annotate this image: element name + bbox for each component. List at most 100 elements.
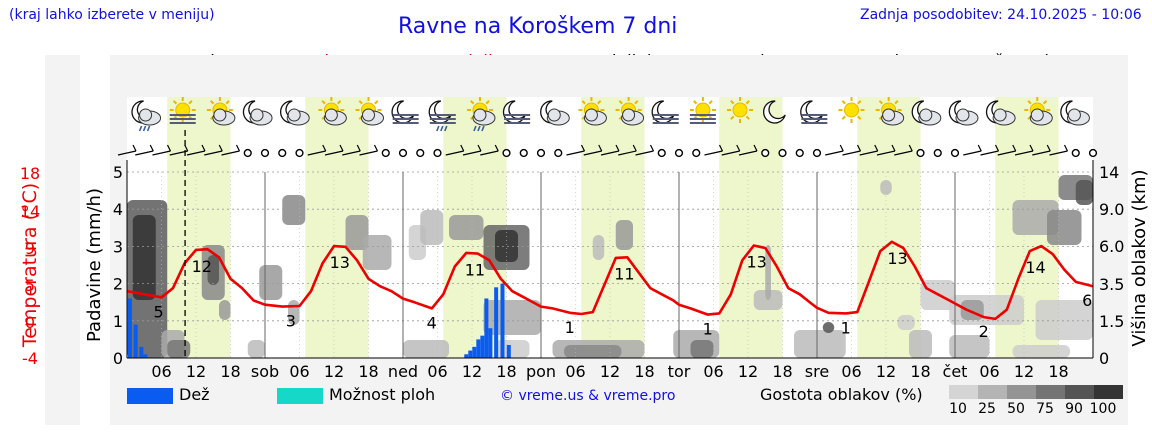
density-swatch [949,385,978,399]
temp-extrema-label: 13 [887,249,907,268]
wind-barb-flag [218,144,223,152]
wind-barb-flag [1029,144,1034,152]
sun-ray [1027,100,1032,105]
sun-icon [838,97,865,123]
precip-tick-label: 4 [113,200,123,219]
density-label: 100 [1089,401,1117,417]
fog-sun-icon [689,97,716,124]
rain-bar [464,354,469,358]
wind-barb [342,150,361,156]
sun-ray [841,115,846,120]
cloud-blob [449,215,484,240]
cloud-density-layer [127,175,1093,358]
wind-barb [738,150,758,156]
wind-barb-flag [373,144,379,152]
cloud-blob [765,245,771,300]
sun-ray [857,115,862,120]
cloud-height-tick-label: 1.5 [1099,312,1124,331]
wind-barb [704,150,723,156]
wind-calm-marker [260,148,270,158]
temp-extrema-label: 6 [1082,291,1092,310]
legend-storm-swatch [277,388,323,404]
moon-fog-drizzle-icon [428,100,456,132]
wind-barbs [117,144,1098,158]
wind-calm-marker [657,148,666,158]
moon-cloud-icon [280,100,310,126]
legend-rain-swatch [127,388,173,404]
moon-shape [502,100,526,124]
rain-drop [481,125,485,132]
wind-barb-flag [132,144,137,152]
x-tick-label: 06 [841,362,861,381]
cloud-density-title: Gostota oblakov (%) [760,385,923,404]
page-title: Ravne na Koroškem 7 dni [398,14,678,39]
moon-shape [763,100,786,124]
wind-barb [324,150,344,156]
daylight-band [719,97,783,358]
x-tick-label: 18 [634,362,654,381]
credit-link[interactable]: © vreme.us & vreme.pro [500,388,676,404]
x-tick-label: 12 [462,362,482,381]
rain-drop [440,125,444,132]
wind-barb [1014,150,1034,156]
cloud-blob [259,265,283,300]
wind-calm-marker [554,148,563,158]
x-tick-label: 18 [496,362,516,381]
sun-ray [841,100,846,105]
rain-bar [488,328,493,358]
cloud-puff [287,108,301,122]
temp-extrema-label: 2 [979,322,989,341]
wind-barb-flag [1063,144,1069,152]
wind-barb-flag [580,144,586,152]
temperature-line [126,240,1094,321]
x-tick-label: 06 [703,362,723,381]
cloud-blob [822,322,835,333]
wind-barb-flag [632,144,637,152]
rain-bars [127,283,511,358]
cloud-blob [1035,300,1093,340]
last-updated: Zadnja posodobitev: 24.10.2025 - 10:06 [860,7,1142,23]
rain-drop [138,125,143,132]
wind-barb-flag [615,144,620,152]
cloud-puff [362,108,375,122]
wind-barb-flag [994,144,1000,152]
cloud-puff [956,108,970,122]
cloud-blob [495,230,518,262]
wind-barb-flag [460,144,465,152]
sun-cloud-icon [875,97,905,126]
rain-drop [146,125,151,132]
wind-barb [307,150,326,156]
x-tick-label: 06 [151,362,171,381]
x-tick-label: 18 [910,362,930,381]
wind-barb-flag [356,144,361,152]
sun-ray [857,100,862,105]
region-hint[interactable]: (kraj lahko izberete v meniju) [9,7,215,23]
cloud-puff [882,108,896,122]
x-tick-label: 18 [772,362,792,381]
wind-barb [583,150,602,156]
wind-calm-marker [519,148,528,158]
cloud-blob [690,340,714,358]
cloud-height-tick-label: 9.0 [1099,200,1124,219]
sun-disc [732,102,748,118]
sun-ray [225,100,230,105]
cloud-blob [495,340,530,358]
wind-calm-marker [1071,148,1080,158]
moon-fog-icon [800,100,828,124]
moon-shape [651,100,675,124]
wind-barb [462,150,482,156]
weather-icons [131,97,1090,132]
cloud-blob [167,340,191,358]
cloud-blob [403,340,449,358]
wind-barb-flag [718,144,724,152]
cloud-blob [564,345,622,358]
cloud-puff [1030,108,1044,122]
sun-ray [597,100,602,105]
x-tick-label: sre [805,362,829,381]
density-label: 50 [1007,401,1025,417]
temp-extrema-label: 4 [427,313,437,332]
cloud-height-tick-label: 3.5 [1099,275,1124,294]
moon-cloud-icon [948,100,979,126]
